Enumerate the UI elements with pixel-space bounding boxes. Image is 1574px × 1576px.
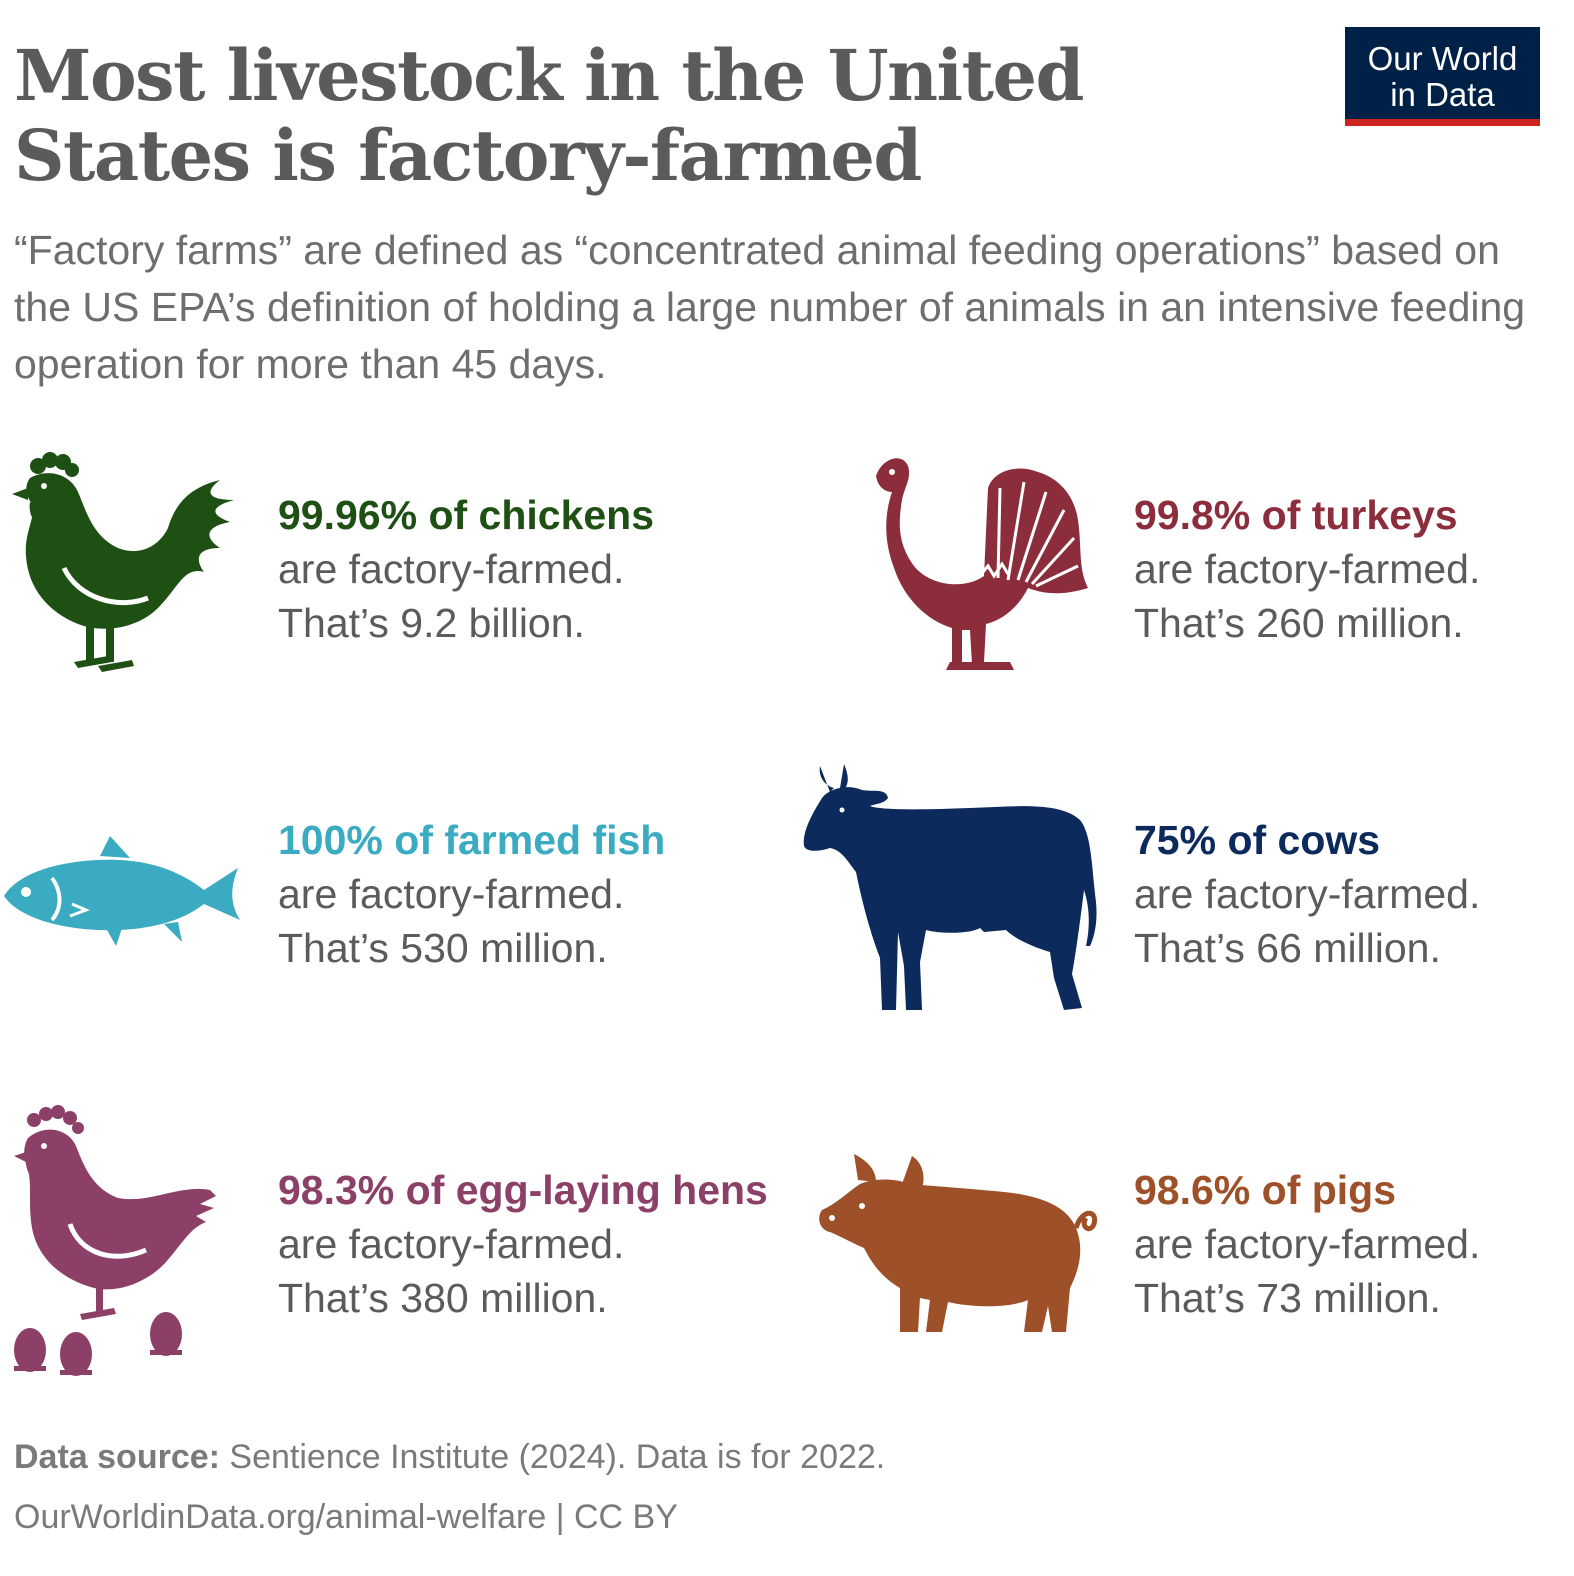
stat-line-1: are factory-farmed. xyxy=(1134,1221,1481,1267)
stat-chickens: 99.96% of chickens are factory-farmed. T… xyxy=(278,488,654,650)
stat-line-1: are factory-farmed. xyxy=(1134,871,1481,917)
stat-line-2: That’s 380 million. xyxy=(278,1275,608,1321)
data-source: Data source: Sentience Institute (2024).… xyxy=(14,1438,885,1477)
stat-line-1: are factory-farmed. xyxy=(278,546,625,592)
turkey-icon xyxy=(876,458,1088,670)
stat-headline: 99.96% of chickens xyxy=(278,492,655,538)
stat-line-2: That’s 73 million. xyxy=(1134,1275,1441,1321)
pig-icon xyxy=(819,1154,1098,1332)
data-source-text: Sentience Institute (2024). Data is for … xyxy=(219,1438,886,1476)
stat-headline: 75% of cows xyxy=(1134,817,1381,863)
stat-line-2: That’s 530 million. xyxy=(278,925,608,971)
stat-line-1: are factory-farmed. xyxy=(278,871,625,917)
stat-line-1: are factory-farmed. xyxy=(1134,546,1481,592)
stat-line-2: That’s 66 million. xyxy=(1134,925,1441,971)
stat-line-2: That’s 9.2 billion. xyxy=(278,600,585,646)
url-license[interactable]: OurWorldinData.org/animal-welfare | CC B… xyxy=(14,1498,678,1536)
stat-headline: 99.8% of turkeys xyxy=(1134,492,1458,538)
fish-icon xyxy=(4,836,240,946)
chicken-icon xyxy=(12,452,235,672)
stat-headline: 100% of farmed fish xyxy=(278,817,666,863)
owid-logo[interactable]: Our World in Data xyxy=(1345,27,1540,126)
stat-fish: 100% of farmed fish are factory-farmed. … xyxy=(278,813,665,975)
stat-line-2: That’s 260 million. xyxy=(1134,600,1464,646)
stat-line-1: are factory-farmed. xyxy=(278,1221,625,1267)
stat-pigs: 98.6% of pigs are factory-farmed. That’s… xyxy=(1134,1163,1480,1325)
stat-headline: 98.3% of egg-laying hens xyxy=(278,1167,768,1213)
cow-icon xyxy=(803,764,1097,1010)
logo-line-2: in Data xyxy=(1390,76,1495,113)
page-title: Most livestock in the United States is f… xyxy=(14,34,1084,197)
stat-headline: 98.6% of pigs xyxy=(1134,1167,1397,1213)
logo-line-1: Our World xyxy=(1367,40,1518,77)
stat-turkeys: 99.8% of turkeys are factory-farmed. Tha… xyxy=(1134,488,1480,650)
stat-cows: 75% of cows are factory-farmed. That’s 6… xyxy=(1134,813,1480,975)
hen-icon xyxy=(14,1105,216,1376)
stat-hens: 98.3% of egg-laying hens are factory-far… xyxy=(278,1163,768,1325)
subtitle: “Factory farms” are defined as “concentr… xyxy=(14,227,1526,387)
data-source-label: Data source: xyxy=(14,1438,220,1476)
